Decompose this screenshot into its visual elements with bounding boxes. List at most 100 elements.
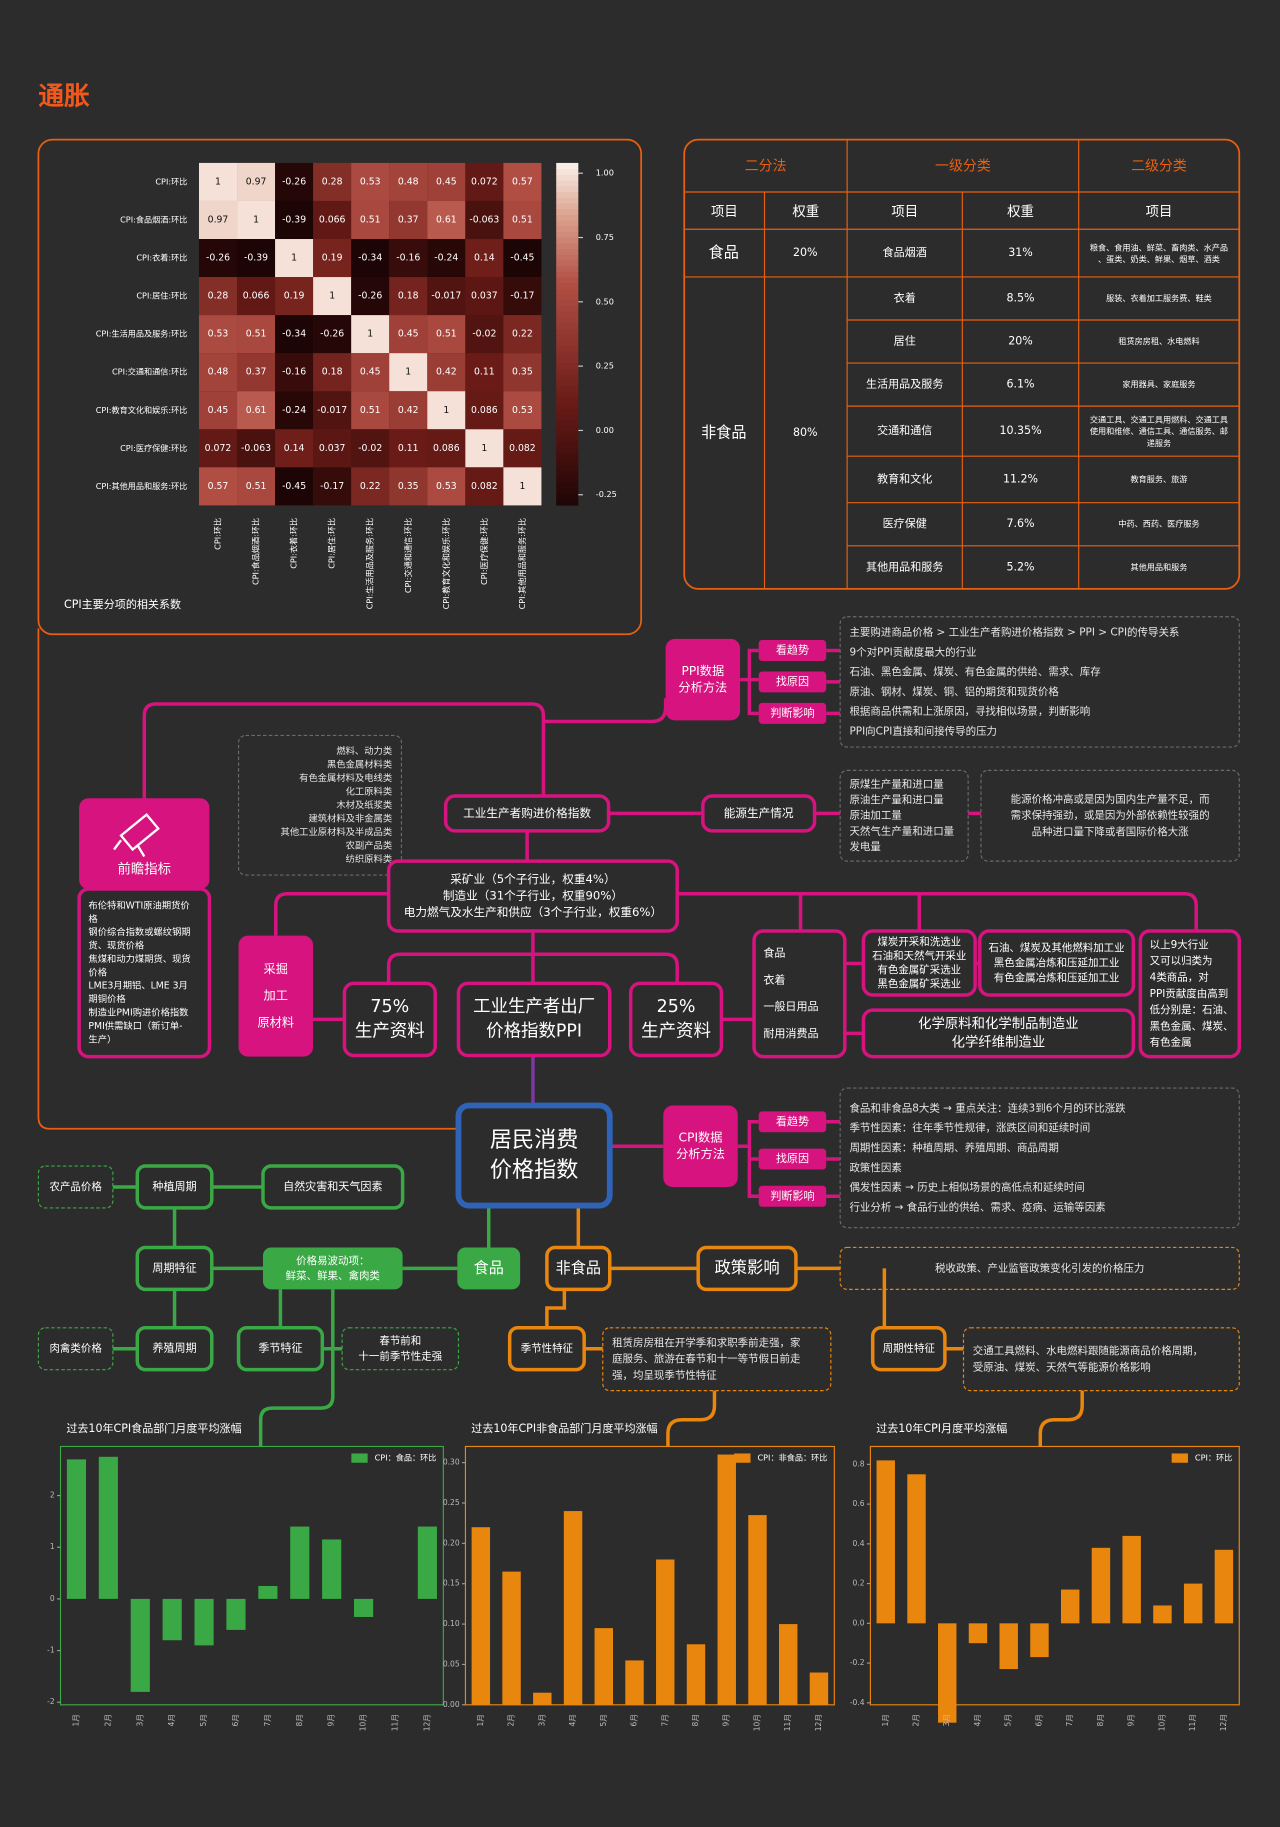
cell-label: -0.45	[282, 481, 306, 492]
cell-label: 0.082	[471, 481, 498, 492]
table-cell: 服装、衣着加工服务费、鞋类	[1106, 293, 1212, 303]
table-group: 二级分类	[1131, 158, 1187, 174]
heatmap-cell	[237, 239, 276, 278]
node-label: PPI数据	[681, 663, 724, 678]
x-tick-label: 5月	[599, 1714, 608, 1726]
colorbar-segment	[556, 465, 579, 472]
node-label: 黑色金属、煤炭、	[1150, 1019, 1234, 1032]
cell-label: 0.28	[208, 291, 229, 302]
heatmap-cell	[465, 391, 504, 430]
cell-label: 1	[253, 214, 259, 225]
cell-label: -0.017	[317, 405, 347, 416]
node-label: 价格	[88, 966, 107, 978]
node-label: 分析方法	[676, 1146, 725, 1161]
colorbar-segment	[556, 368, 579, 375]
node-box	[839, 1087, 1240, 1229]
connector	[826, 648, 841, 716]
x-label: CPI:教育文化和娱乐:环比	[441, 518, 451, 610]
node-box	[238, 935, 314, 1057]
colorbar-segment	[556, 476, 579, 483]
cell-label: -0.17	[320, 481, 344, 492]
chart-frame	[464, 1445, 835, 1706]
node-label: 食品	[763, 946, 785, 960]
node-label: 税收政策、产业监管政策变化引发的价格压力	[935, 1261, 1144, 1274]
bar	[417, 1526, 437, 1599]
node-box	[758, 1148, 827, 1170]
cell-label: 0.51	[246, 481, 267, 492]
node-label: 前瞻指标	[118, 860, 172, 877]
colorbar-segment	[556, 259, 579, 267]
node-box	[980, 769, 1240, 862]
node-label: 季节特征	[258, 1341, 302, 1355]
cell-label: 1	[443, 405, 449, 416]
heatmap-cell	[503, 239, 542, 278]
y-tick-label: 0.6	[853, 1499, 865, 1508]
node-label: 加工	[264, 989, 288, 1003]
table-cell: 7.6%	[1006, 517, 1034, 530]
connector	[1038, 1390, 1084, 1447]
cell-label: 1	[367, 329, 373, 340]
colorbar-segment	[556, 322, 579, 329]
node-label: 交通工具燃料、水电燃料跟随能源商品价格周期，	[973, 1344, 1203, 1357]
x-tick-label: 2月	[507, 1714, 516, 1726]
connector	[386, 830, 679, 984]
cell-label: 0.51	[360, 405, 381, 416]
bar	[717, 1454, 736, 1705]
chart-frame	[59, 1445, 444, 1706]
node-label: 价格指数	[490, 1157, 578, 1183]
heatmap-cell	[465, 200, 504, 240]
heatmap-cell	[237, 353, 276, 392]
y-tick-label: 0.30	[443, 1458, 460, 1467]
colorbar-segment	[556, 351, 579, 358]
connector	[737, 1120, 841, 1199]
bar	[594, 1628, 614, 1705]
y-tick-label: -2	[47, 1697, 55, 1706]
heatmap-cell	[275, 429, 314, 468]
bar	[98, 1456, 118, 1599]
table-cell: 其他用品和服务	[1131, 562, 1188, 572]
node-label: 化学原料和化学制品制造业	[918, 1016, 1079, 1032]
table-header: 项目	[1146, 205, 1173, 220]
colorbar-segment	[556, 231, 579, 238]
colorbar-segment	[556, 271, 579, 278]
x-tick-label: 12月	[1219, 1714, 1228, 1731]
node-label: 有色金属冶炼和压延加工业	[994, 971, 1120, 984]
colorbar-segment	[556, 430, 579, 438]
heatmap-cell	[389, 467, 428, 506]
cell-label: 0.45	[360, 367, 381, 378]
heatmap-cell	[198, 162, 238, 201]
node-label: 天然气生产量和进口量	[849, 824, 954, 837]
colorbar-segment	[556, 391, 579, 398]
heatmap-cell	[503, 391, 542, 430]
x-tick-label: 10月	[752, 1714, 761, 1731]
table-group: 一级分类	[935, 158, 991, 174]
x-label: CPI:医疗保健:环比	[479, 518, 489, 585]
table-header: 项目	[711, 205, 738, 220]
node-label: 制造业（31个子行业，权重90%）	[443, 889, 623, 903]
cell-label: -0.24	[282, 405, 306, 416]
cell-label: 0.28	[322, 176, 343, 187]
colorbar-segment	[556, 316, 579, 324]
node-label: 分析方法	[678, 679, 727, 694]
node-label: 食品和非食品8大类 → 重点关注：连续3到6个月的环比涨跌	[849, 1101, 1126, 1114]
y-label: CPI:交通和通信:环比	[112, 367, 187, 377]
node-label: 纺织原料类	[346, 853, 392, 865]
heatmap-cell	[427, 200, 466, 240]
node-box	[628, 981, 724, 1058]
table-header: 权重	[792, 203, 819, 220]
bar	[502, 1571, 521, 1705]
bar	[66, 1459, 87, 1599]
cell-label: -0.063	[241, 443, 271, 454]
cell-label: 0.11	[398, 443, 419, 454]
y-label: CPI:生活用品及服务:环比	[96, 329, 188, 339]
cell-label: 0.57	[512, 176, 533, 187]
x-tick-label: 1月	[476, 1714, 485, 1726]
node-label: 4类商品，对	[1150, 971, 1210, 984]
heatmap-cell	[275, 239, 314, 278]
cell-label: 0.48	[398, 176, 419, 187]
cell-label: 1	[519, 481, 525, 492]
node-box	[261, 1164, 405, 1210]
node-box	[457, 1247, 521, 1290]
bar	[1183, 1583, 1203, 1624]
